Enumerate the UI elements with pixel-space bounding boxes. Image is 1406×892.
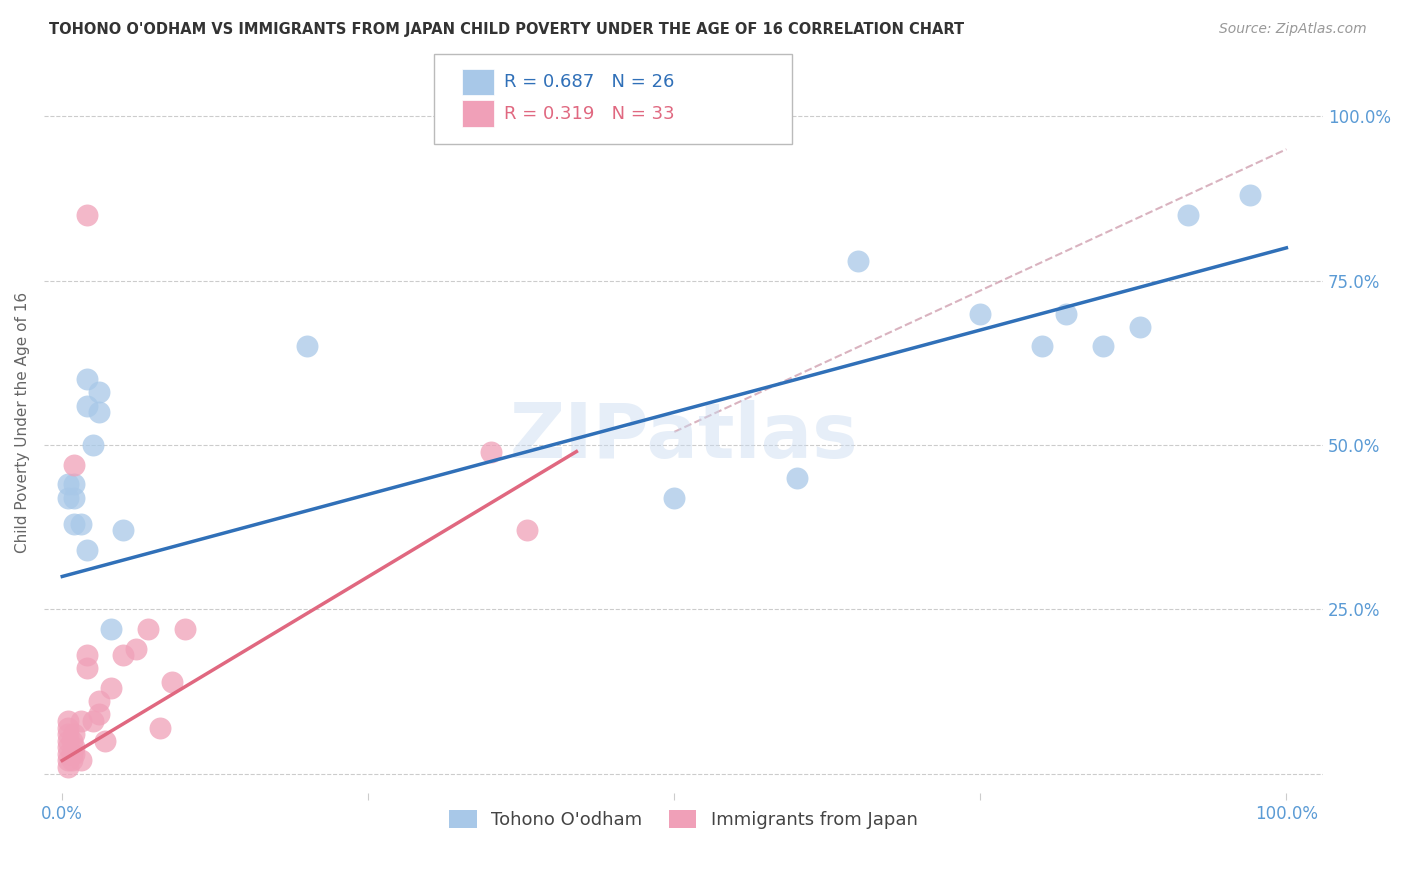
Point — [969, 307, 991, 321]
Point — [58, 760, 80, 774]
Point — [479, 444, 502, 458]
Point — [69, 516, 91, 531]
Text: ZIPatlas: ZIPatlas — [509, 400, 858, 474]
Legend: Tohono O'odham, Immigrants from Japan: Tohono O'odham, Immigrants from Japan — [443, 803, 925, 837]
Point — [58, 733, 80, 747]
Point — [112, 648, 135, 663]
Point — [786, 471, 808, 485]
Point — [69, 714, 91, 728]
Point — [69, 754, 91, 768]
Point — [761, 109, 783, 123]
Point — [58, 491, 80, 505]
Point — [76, 661, 98, 675]
Text: Source: ZipAtlas.com: Source: ZipAtlas.com — [1219, 22, 1367, 37]
Point — [136, 622, 159, 636]
Point — [94, 733, 117, 747]
Text: R = 0.319   N = 33: R = 0.319 N = 33 — [505, 104, 675, 123]
Point — [1031, 339, 1053, 353]
Text: TOHONO O'ODHAM VS IMMIGRANTS FROM JAPAN CHILD POVERTY UNDER THE AGE OF 16 CORREL: TOHONO O'ODHAM VS IMMIGRANTS FROM JAPAN … — [49, 22, 965, 37]
Point — [60, 747, 83, 761]
Point — [664, 491, 686, 505]
Point — [1054, 307, 1077, 321]
Point — [162, 674, 184, 689]
Point — [63, 491, 86, 505]
Point — [1177, 208, 1199, 222]
Point — [63, 477, 86, 491]
Point — [125, 641, 148, 656]
Point — [58, 714, 80, 728]
Point — [112, 524, 135, 538]
Point — [76, 208, 98, 222]
Point — [58, 727, 80, 741]
Point — [87, 385, 110, 400]
Point — [63, 458, 86, 472]
Point — [87, 707, 110, 722]
FancyBboxPatch shape — [463, 101, 494, 128]
Point — [58, 740, 80, 755]
Point — [63, 747, 86, 761]
Point — [76, 648, 98, 663]
Y-axis label: Child Poverty Under the Age of 16: Child Poverty Under the Age of 16 — [15, 292, 30, 552]
Point — [82, 714, 104, 728]
Point — [100, 622, 122, 636]
Point — [82, 438, 104, 452]
Point — [63, 740, 86, 755]
Point — [1239, 188, 1261, 202]
Point — [60, 754, 83, 768]
Point — [149, 721, 172, 735]
Point — [1128, 319, 1150, 334]
Point — [58, 721, 80, 735]
Point — [1091, 339, 1114, 353]
Point — [100, 681, 122, 696]
FancyBboxPatch shape — [434, 54, 792, 144]
Point — [173, 622, 195, 636]
Point — [87, 405, 110, 419]
Point — [846, 254, 869, 268]
Point — [295, 339, 318, 353]
Point — [76, 543, 98, 558]
Point — [63, 516, 86, 531]
Point — [87, 694, 110, 708]
Text: R = 0.687   N = 26: R = 0.687 N = 26 — [505, 73, 675, 91]
Point — [63, 727, 86, 741]
Point — [60, 733, 83, 747]
Point — [76, 399, 98, 413]
Point — [76, 372, 98, 386]
Point — [58, 747, 80, 761]
Point — [58, 477, 80, 491]
Point — [516, 524, 538, 538]
Point — [58, 754, 80, 768]
FancyBboxPatch shape — [463, 69, 494, 95]
